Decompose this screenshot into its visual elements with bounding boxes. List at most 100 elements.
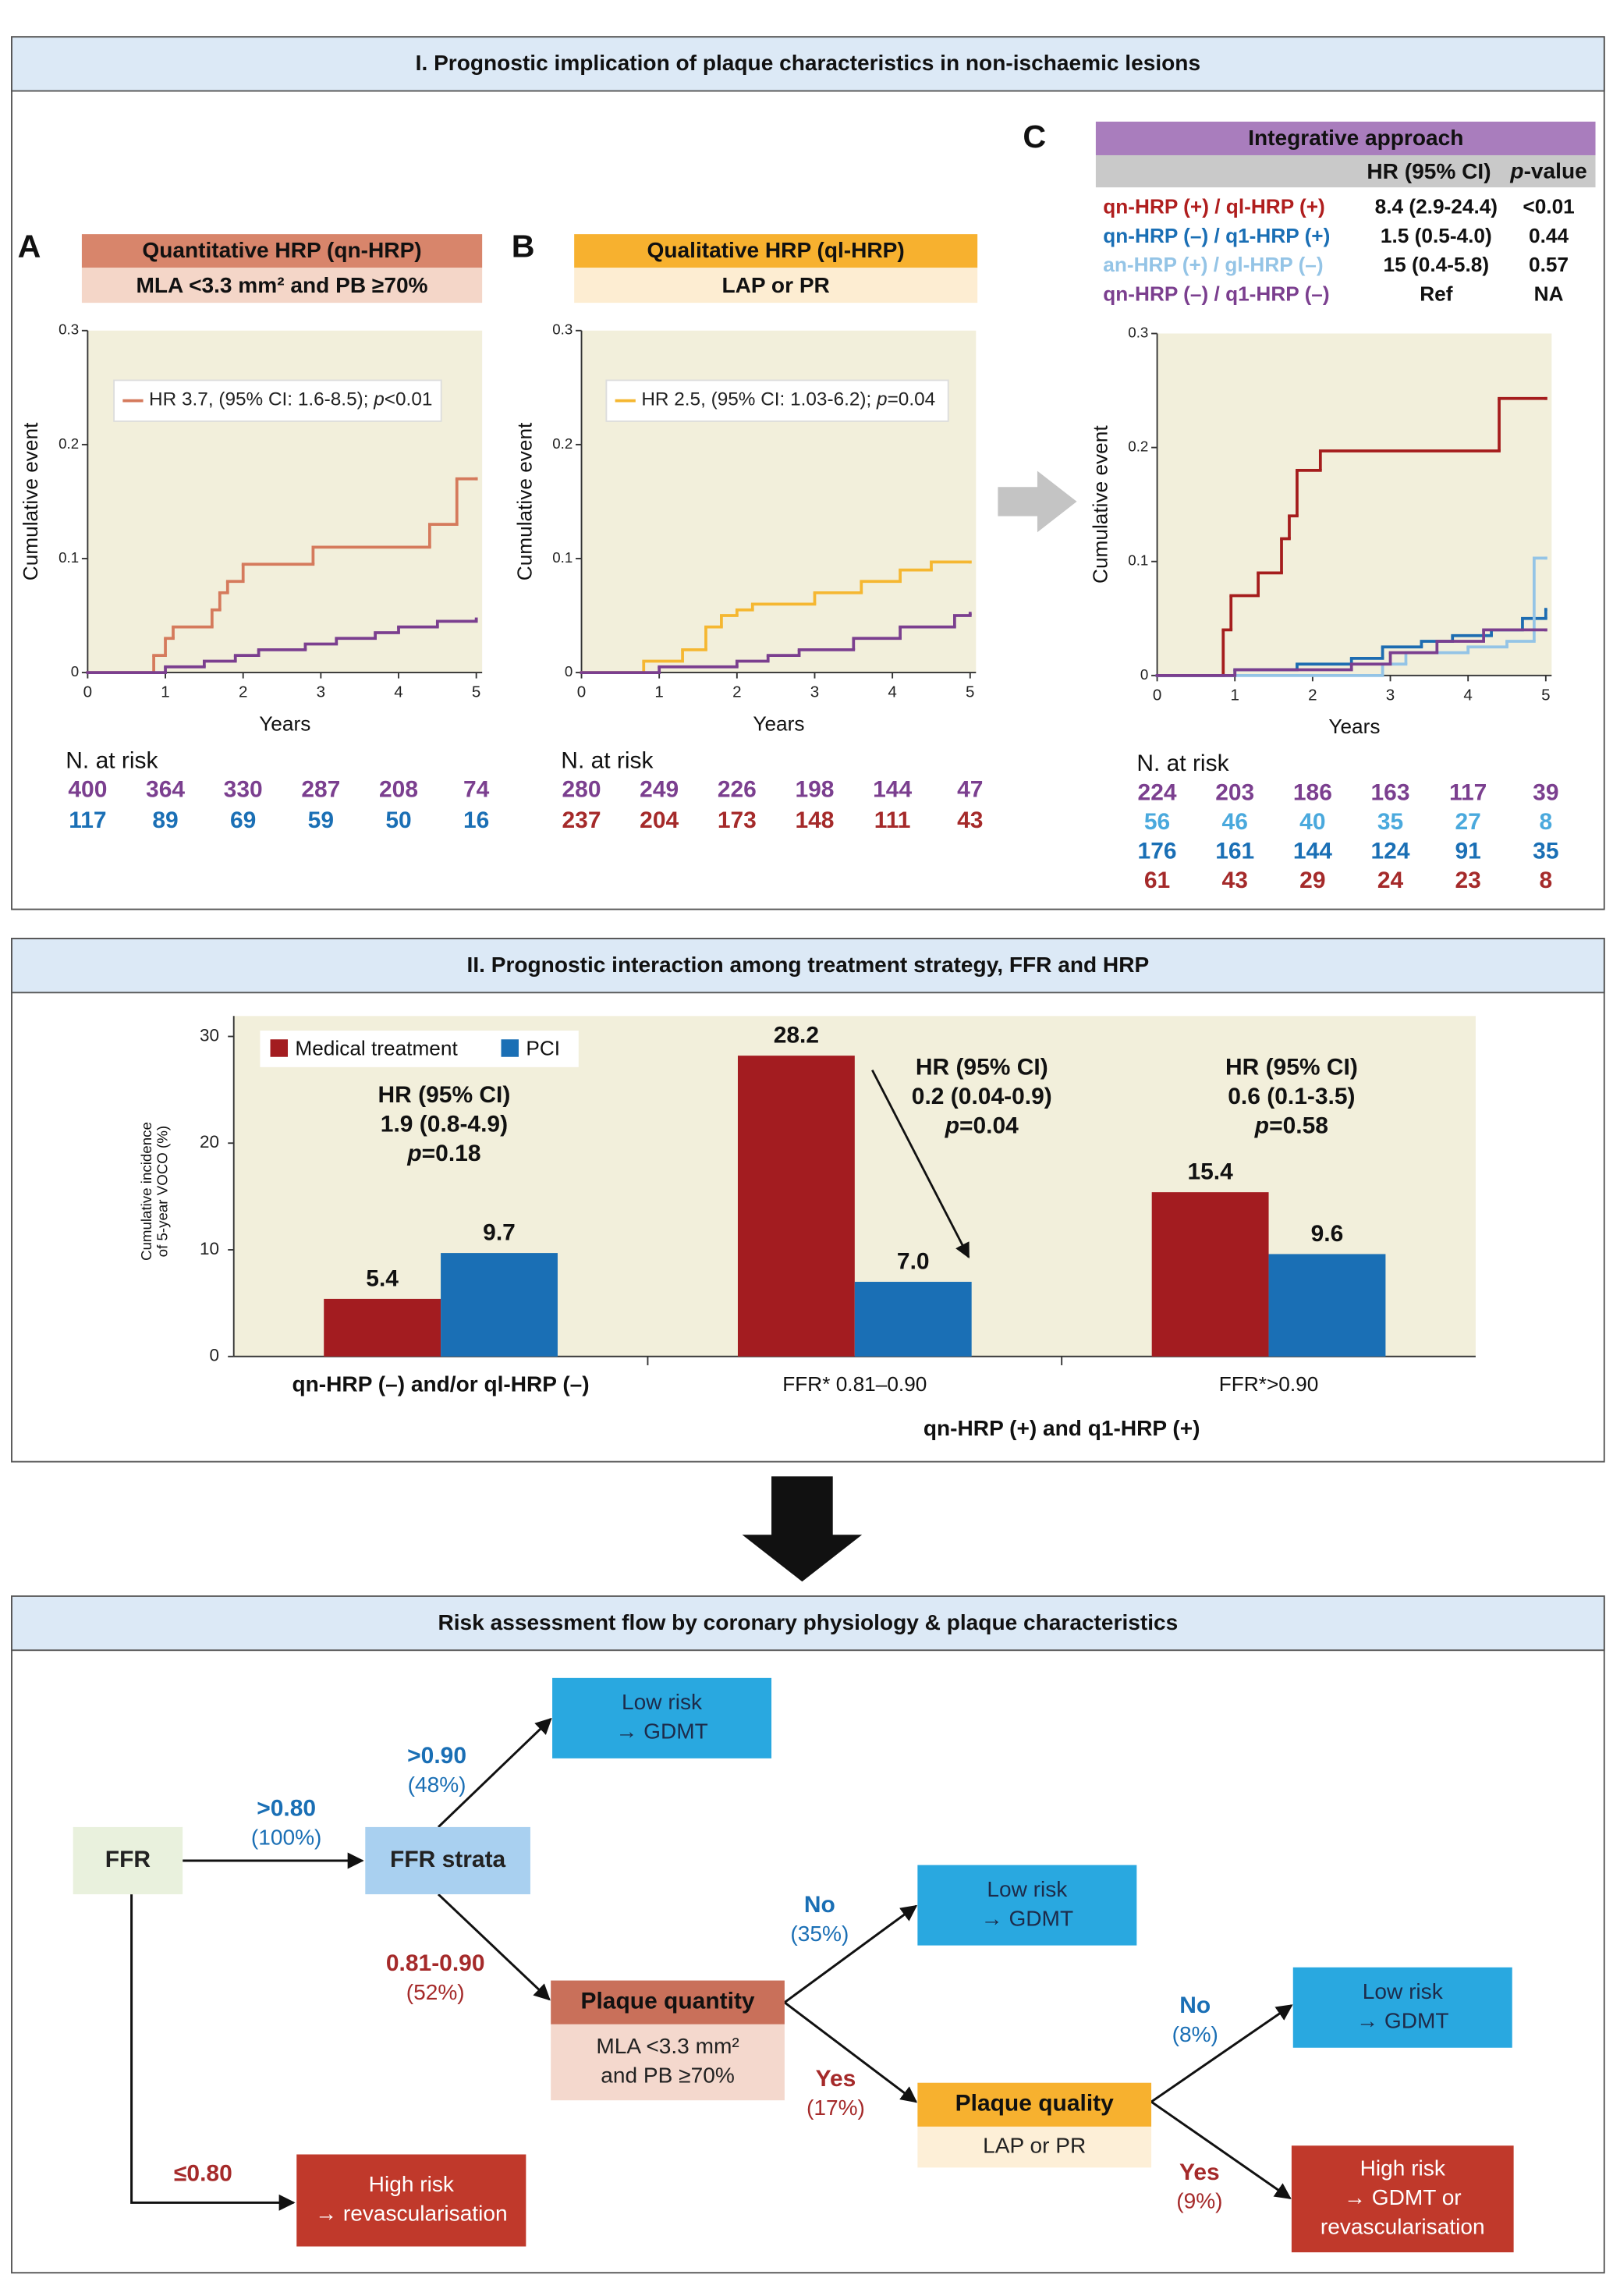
panel-subheader-text: MLA <3.3 mm² and PB ≥70% xyxy=(136,273,428,297)
risk-value: 8 xyxy=(1539,809,1552,835)
annotation-p-part: p xyxy=(1254,1113,1269,1139)
table-col-p-part: -value xyxy=(1524,159,1587,183)
x-tick-label: 0 xyxy=(83,683,92,701)
node-header xyxy=(917,2082,1152,2127)
risk-value: 237 xyxy=(562,807,601,833)
annotation-line: HR (95% CI) xyxy=(378,1082,511,1108)
section-title: Risk assessment flow by coronary physiol… xyxy=(438,1610,1178,1634)
legend-text-part: <0.01 xyxy=(385,389,433,410)
flow-node xyxy=(552,1677,772,1758)
edge-label: ≤0.80 xyxy=(174,2161,232,2187)
section-title: I. Prognostic implication of plaque char… xyxy=(416,51,1200,75)
panel-subheader-text: LAP or PR xyxy=(721,273,829,297)
table-row-hr: 1.5 (0.5-4.0) xyxy=(1381,224,1492,247)
legend-text: HR 2.5, (95% CI: 1.03-6.2); p=0.04 xyxy=(641,389,935,410)
risk-value: 74 xyxy=(463,777,490,803)
down-arrow xyxy=(742,1476,863,1582)
annotation-line: 0.6 (0.1-3.5) xyxy=(1228,1084,1355,1109)
legend-text: HR 3.7, (95% CI: 1.6-8.5); p<0.01 xyxy=(149,389,432,410)
edge-share: (52%) xyxy=(406,1980,465,2004)
risk-value: 35 xyxy=(1377,809,1403,835)
panel-letter: C xyxy=(1023,119,1046,154)
table-row-label: qn-HRP (+) / ql-HRP (+) xyxy=(1103,194,1325,218)
y-tick-label: 30 xyxy=(200,1025,219,1045)
node-text: High risk xyxy=(369,2172,455,2196)
flow-arrow xyxy=(130,1894,296,2211)
y-tick-label: 0.3 xyxy=(1128,324,1148,340)
x-tick-label: 4 xyxy=(394,683,402,701)
value-label: 15.4 xyxy=(1187,1159,1233,1185)
table-row-p: <0.01 xyxy=(1523,194,1574,218)
edge-share: (17%) xyxy=(806,2095,865,2120)
y-tick-label: 10 xyxy=(200,1239,219,1258)
risk-value: 176 xyxy=(1138,838,1177,864)
bar xyxy=(1268,1254,1386,1357)
risk-value: 91 xyxy=(1455,838,1481,864)
x-tick-label: 0 xyxy=(577,683,586,701)
y-axis-label: Cumulative event xyxy=(512,422,536,580)
annotation-p: p=0.58 xyxy=(1254,1113,1328,1139)
edge-label: >0.80 xyxy=(257,1795,316,1821)
value-label: 28.2 xyxy=(774,1023,819,1049)
x-tick-label: 1 xyxy=(161,683,169,701)
annotation-p: p=0.18 xyxy=(406,1141,480,1166)
flow-node xyxy=(551,2024,785,2101)
node-text: LAP or PR xyxy=(983,2134,1086,2158)
risk-value: 400 xyxy=(68,777,107,803)
y-tick-label: 0.1 xyxy=(58,549,79,566)
annotation-p-part: p xyxy=(406,1141,421,1166)
bar xyxy=(324,1298,441,1357)
risk-value: 117 xyxy=(1449,779,1487,805)
value-label: 9.6 xyxy=(1311,1221,1344,1247)
y-tick-label: 0.1 xyxy=(1128,552,1148,569)
flow-arrow xyxy=(437,1717,552,1828)
node-text: → revascularisation xyxy=(315,2202,508,2226)
value-label: 7.0 xyxy=(897,1249,930,1275)
annotation-p-part: =0.58 xyxy=(1269,1113,1328,1139)
annotation-p-part: p xyxy=(945,1113,959,1139)
table-row-p: 0.57 xyxy=(1529,253,1569,276)
flow-node xyxy=(917,1865,1137,1946)
risk-title: N. at risk xyxy=(66,747,158,773)
annotation-line: HR (95% CI) xyxy=(916,1055,1048,1081)
bar xyxy=(1151,1192,1269,1357)
risk-value: 186 xyxy=(1293,779,1332,805)
risk-title: N. at risk xyxy=(1136,751,1229,776)
table-row-hr: 15 (0.4-5.8) xyxy=(1384,253,1490,276)
edge-label: Yes xyxy=(816,2066,856,2092)
flow-node xyxy=(1291,2145,1514,2253)
flow-node xyxy=(296,2154,526,2247)
y-tick-label: 0 xyxy=(565,663,573,680)
panel-subheader xyxy=(574,268,978,303)
legend-text-part: p xyxy=(373,389,385,410)
table-row-label: qn-HRP (–) / q1-HRP (+) xyxy=(1103,224,1330,247)
section-header xyxy=(11,1595,1605,1652)
panel-header-text: Qualitative HRP (ql-HRP) xyxy=(647,238,905,262)
table-colhead xyxy=(1095,154,1596,188)
bar xyxy=(854,1282,972,1357)
flow-node xyxy=(365,1826,530,1895)
plot-background xyxy=(1157,333,1552,676)
y-tick-label: 0 xyxy=(1140,666,1148,683)
y-tick-label: 0 xyxy=(71,663,79,680)
risk-value: 364 xyxy=(146,777,185,803)
table-col-p: p-value xyxy=(1509,159,1586,183)
node-text: Low risk xyxy=(1363,1979,1444,2003)
risk-value: 43 xyxy=(1222,868,1248,893)
flow-arrow xyxy=(1150,2004,1293,2103)
node-text: Low risk xyxy=(622,1690,703,1714)
edge-label: Yes xyxy=(1179,2159,1220,2185)
annotation-line: HR (95% CI) xyxy=(1225,1055,1358,1081)
node-text: High risk xyxy=(1360,2156,1446,2181)
x-tick-label: qn-HRP (–) and/or ql-HRP (–) xyxy=(292,1372,590,1396)
edge-label: No xyxy=(804,1892,835,1918)
y-tick-label: 0.2 xyxy=(58,435,79,452)
bar xyxy=(441,1253,558,1357)
node-text: → GDMT xyxy=(615,1719,708,1744)
legend-text-part: p xyxy=(876,389,888,410)
risk-value: 29 xyxy=(1299,868,1325,893)
y-tick-label: 0.2 xyxy=(552,435,573,452)
panel-header xyxy=(81,234,483,268)
flow-arrow xyxy=(784,1904,918,2003)
value-label: 5.4 xyxy=(366,1265,399,1291)
